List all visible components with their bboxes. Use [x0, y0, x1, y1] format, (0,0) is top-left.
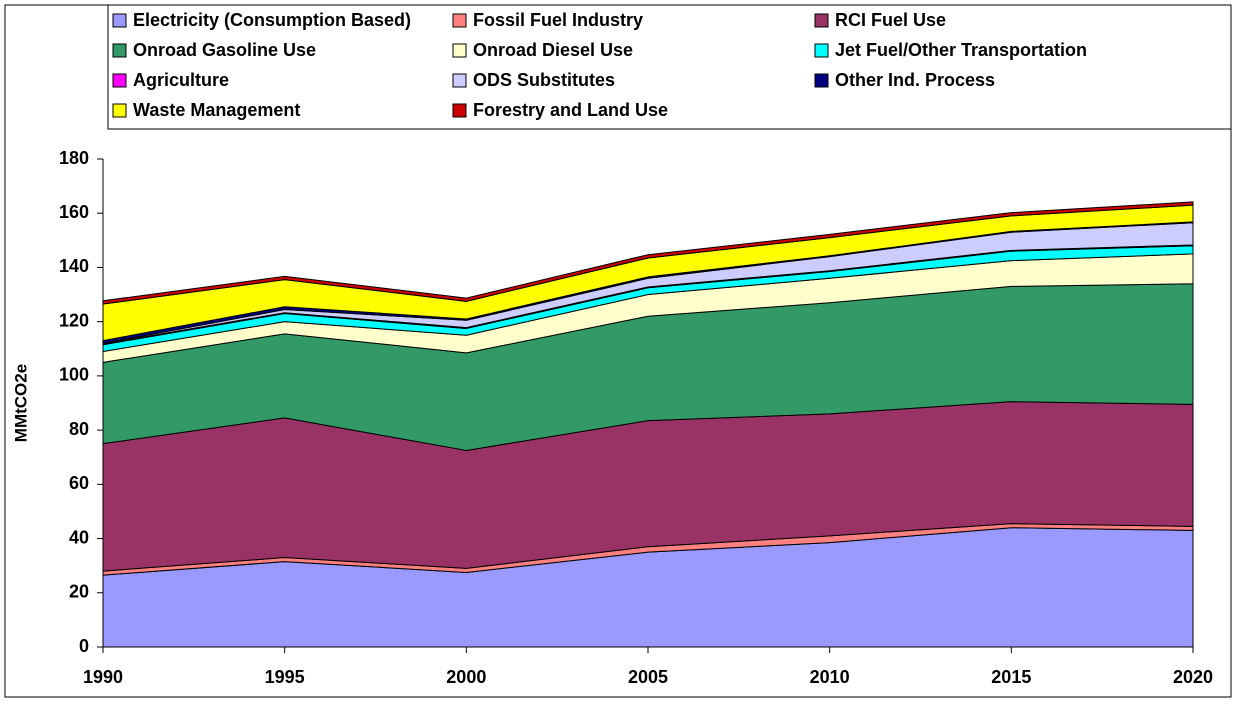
y-tick-label: 140	[59, 256, 89, 276]
legend-label: Onroad Gasoline Use	[133, 40, 316, 60]
legend-label: Jet Fuel/Other Transportation	[835, 40, 1087, 60]
legend-box	[107, 4, 1232, 130]
legend-label: Waste Management	[133, 100, 300, 120]
legend-label: Other Ind. Process	[835, 70, 995, 90]
legend-label: Electricity (Consumption Based)	[133, 10, 411, 30]
legend-swatch	[452, 103, 467, 118]
area	[102, 201, 1194, 305]
legend-swatch	[814, 13, 829, 28]
legend-label: Agriculture	[133, 70, 229, 90]
x-tick-label: 2005	[628, 667, 668, 687]
legend-swatch	[112, 13, 127, 28]
x-tick-label: 2010	[810, 667, 850, 687]
y-tick-label: 120	[59, 310, 89, 330]
x-tick-label: 2015	[991, 667, 1031, 687]
legend-swatch	[814, 43, 829, 58]
legend-label: Onroad Diesel Use	[473, 40, 633, 60]
legend-swatch	[452, 73, 467, 88]
y-tick-label: 160	[59, 202, 89, 222]
x-tick-label: 1995	[265, 667, 305, 687]
y-tick-label: 180	[59, 148, 89, 168]
legend-swatch	[112, 43, 127, 58]
y-axis-title: MMtCO2e	[11, 364, 30, 442]
legend-label: ODS Substitutes	[473, 70, 615, 90]
legend-swatch	[112, 103, 127, 118]
y-tick-label: 100	[59, 365, 89, 385]
legend-label: RCI Fuel Use	[835, 10, 946, 30]
legend-swatch	[814, 73, 829, 88]
legend-swatch	[112, 73, 127, 88]
legend-swatch	[452, 43, 467, 58]
legend-label: Forestry and Land Use	[473, 100, 668, 120]
legend-label: Fossil Fuel Industry	[473, 10, 643, 30]
y-tick-label: 0	[79, 636, 89, 656]
x-tick-label: 2020	[1173, 667, 1213, 687]
y-tick-label: 60	[69, 473, 89, 493]
y-tick-label: 80	[69, 419, 89, 439]
x-tick-label: 2000	[446, 667, 486, 687]
y-tick-label: 20	[69, 582, 89, 602]
x-tick-label: 1990	[83, 667, 123, 687]
y-tick-label: 40	[69, 527, 89, 547]
legend-swatch	[452, 13, 467, 28]
